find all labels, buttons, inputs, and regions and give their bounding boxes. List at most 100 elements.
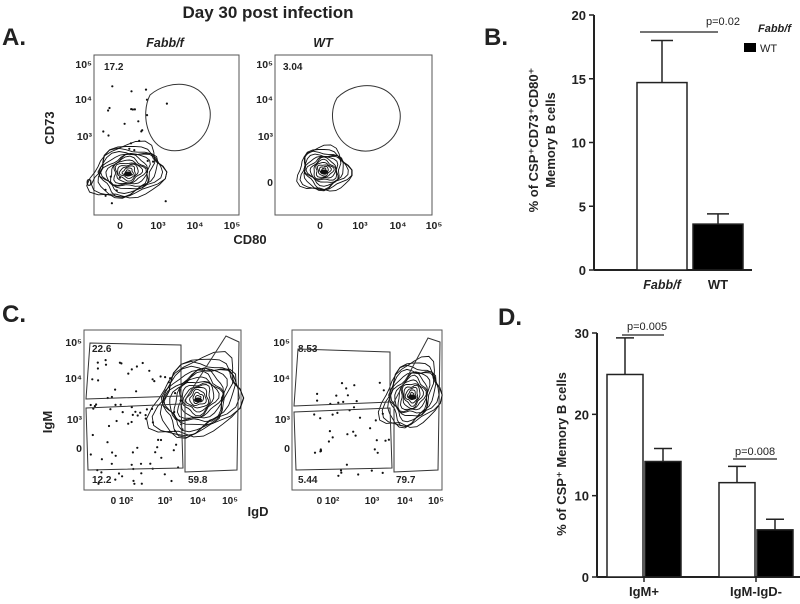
event-dot xyxy=(375,439,378,442)
event-dot xyxy=(159,375,162,378)
event-dot xyxy=(345,463,348,466)
event-dot xyxy=(102,130,105,133)
event-dot xyxy=(337,401,340,404)
y-tick-label: 10 xyxy=(572,136,586,151)
event-dot xyxy=(131,108,134,111)
event-dot xyxy=(352,406,356,409)
contour-line xyxy=(305,155,339,183)
contour-line xyxy=(163,367,228,426)
event-dot xyxy=(138,139,141,142)
event-dot xyxy=(118,176,121,179)
event-dot xyxy=(123,122,126,125)
event-dot xyxy=(115,189,118,192)
flow-a-plot-fabbf: Fabb/f 10⁵ 10⁴ 10³ 0 0 10³ 10⁴ 10⁵ 17.2 xyxy=(75,36,240,232)
event-dot xyxy=(370,469,373,472)
x-tick-label: 0 10² xyxy=(111,496,134,507)
gate-percent: 3.04 xyxy=(283,62,303,73)
event-dot xyxy=(316,399,319,402)
x-tick-label: 10³ xyxy=(150,220,166,232)
event-dot xyxy=(89,453,92,456)
x-tick-label: 10⁵ xyxy=(222,496,238,507)
contour-line xyxy=(315,161,335,178)
y-tick-label: 0 xyxy=(76,443,82,455)
gate-percent: 17.2 xyxy=(104,62,124,73)
event-dot xyxy=(97,482,100,485)
chart-b-pvalue: p=0.02 xyxy=(706,16,740,28)
contour-line xyxy=(404,386,419,404)
event-dot xyxy=(387,438,390,441)
event-dot xyxy=(100,471,103,474)
event-dot xyxy=(345,387,348,390)
quadrant-percent-bottom-right: 79.7 xyxy=(396,475,416,486)
event-dot xyxy=(144,414,147,417)
event-dot xyxy=(163,473,166,476)
plot-frame xyxy=(83,329,242,491)
event-dot xyxy=(104,188,107,191)
event-dot xyxy=(130,368,133,371)
event-dot xyxy=(357,473,360,476)
figure-title: Day 30 post infection xyxy=(183,3,354,22)
contour-line xyxy=(394,371,428,414)
panel-letter-c: C. xyxy=(2,301,26,328)
y-tick-label: 10⁴ xyxy=(65,373,82,385)
chart-d-pvalue: p=0.005 xyxy=(627,321,667,333)
event-dot xyxy=(384,439,387,442)
contour-core xyxy=(124,171,132,177)
event-dot xyxy=(164,376,167,379)
event-dot xyxy=(358,416,362,419)
chart-d-category-label: IgM-IgD- xyxy=(730,584,782,599)
event-dot xyxy=(114,403,117,406)
plot-frame xyxy=(291,329,443,491)
event-dot xyxy=(145,408,148,411)
event-dot xyxy=(328,430,331,433)
event-dot xyxy=(148,369,151,372)
contour-line xyxy=(114,162,143,184)
contour-line xyxy=(100,152,151,190)
panel-letter-a: A. xyxy=(2,24,26,51)
y-tick-label: 10³ xyxy=(67,414,83,426)
event-dot xyxy=(355,400,358,403)
x-tick-label: 10⁵ xyxy=(428,496,444,507)
chart-b-ylabel-line2: Memory B cells xyxy=(543,92,558,187)
y-tick-label: 0 xyxy=(579,263,586,278)
contour-line xyxy=(105,153,148,187)
event-dot xyxy=(352,430,355,433)
event-dot xyxy=(107,109,110,112)
event-dot xyxy=(136,414,139,417)
event-dot xyxy=(313,413,316,416)
event-dot xyxy=(128,147,131,150)
event-dot xyxy=(374,419,377,422)
event-dot xyxy=(373,448,376,451)
event-dot xyxy=(165,102,168,105)
quadrant-percent-bottom-left: 5.44 xyxy=(298,475,318,486)
event-dot xyxy=(107,134,110,137)
flow-c-plot-fabbf: 10⁵ 10⁴ 10³ 0 0 10² 10³ 10⁴ 10⁵ 22.6 12.… xyxy=(65,329,245,507)
legend-label: Fabb/f xyxy=(758,23,792,35)
contour-line xyxy=(117,163,139,182)
event-dot xyxy=(175,443,178,446)
event-dot xyxy=(144,88,148,91)
event-dot xyxy=(316,392,319,395)
event-dot xyxy=(172,449,175,452)
legend-label: WT xyxy=(760,43,777,55)
y-tick-label: 10³ xyxy=(258,131,274,143)
bar xyxy=(718,481,756,578)
contour-line xyxy=(388,372,435,423)
contour-core xyxy=(408,394,416,400)
contour-line xyxy=(160,369,234,433)
x-tick-label: 0 xyxy=(117,220,123,232)
event-dot xyxy=(114,388,117,391)
event-dot xyxy=(110,462,113,465)
event-dot xyxy=(95,403,98,406)
contour-line xyxy=(151,358,245,437)
event-dot xyxy=(174,392,177,395)
event-dot xyxy=(159,438,163,442)
event-dot xyxy=(135,390,138,393)
contour-cluster xyxy=(296,144,353,192)
chart-d-ylabel: % of CSP⁺ Memory B cells xyxy=(554,372,569,536)
event-dot xyxy=(115,419,118,423)
event-dot xyxy=(110,395,113,399)
contour-cluster xyxy=(86,140,168,199)
panel-d-chart: % of CSP⁺ Memory B cells 0 10 20 30 IgM+ Ig… xyxy=(554,321,800,599)
y-tick-label: 10⁵ xyxy=(65,337,82,349)
